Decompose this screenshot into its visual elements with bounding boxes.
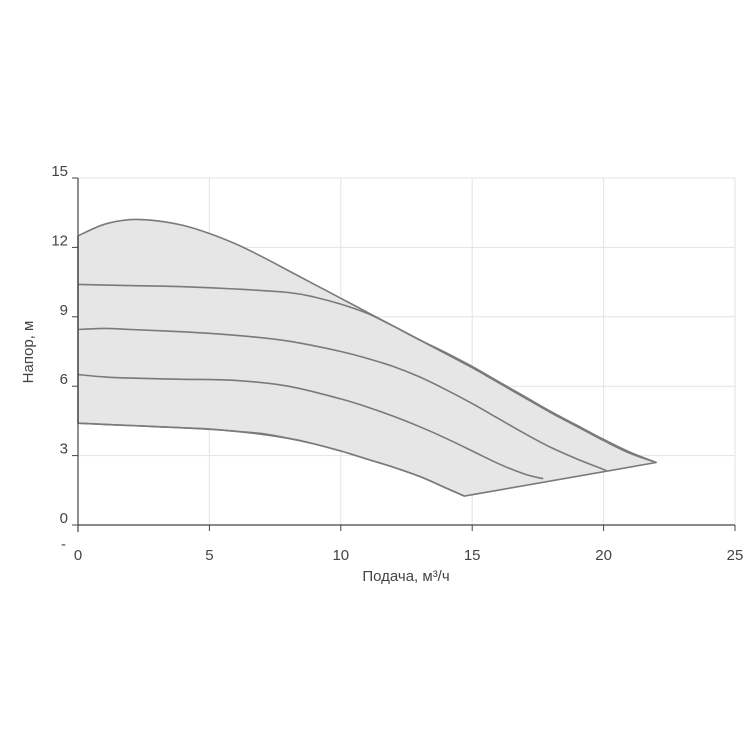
x-axis-title: Подача, м³/ч xyxy=(362,568,449,585)
x-tick-label: 10 xyxy=(332,547,349,564)
x-tick-label: 25 xyxy=(727,547,744,564)
x-tick-label: 0 xyxy=(74,547,82,564)
speed-curve-3 xyxy=(77,373,544,480)
x-tick-label: 5 xyxy=(205,547,213,564)
speed-curve-1 xyxy=(77,283,657,464)
x-tick-label: 15 xyxy=(464,547,481,564)
y-tick-label: 6 xyxy=(60,371,68,388)
y-tick-label: 12 xyxy=(51,232,68,249)
x-tick-label: 20 xyxy=(595,547,612,564)
speed-curve-4 xyxy=(77,422,465,497)
axis-ticks: 0 5 10 15 20 25 0 3 6 9 12 15 - xyxy=(51,163,743,564)
y-tick-label: 0 xyxy=(60,510,68,527)
series-curves xyxy=(77,283,657,497)
y-axis-title: Напор, м xyxy=(20,321,37,384)
y-tick-label: 3 xyxy=(60,441,68,458)
axes xyxy=(77,178,735,532)
y-tick-label: 9 xyxy=(60,302,68,319)
y-extra-tick-label: - xyxy=(61,536,66,553)
y-tick-label: 15 xyxy=(51,163,68,180)
speed-curve-2 xyxy=(77,327,608,472)
